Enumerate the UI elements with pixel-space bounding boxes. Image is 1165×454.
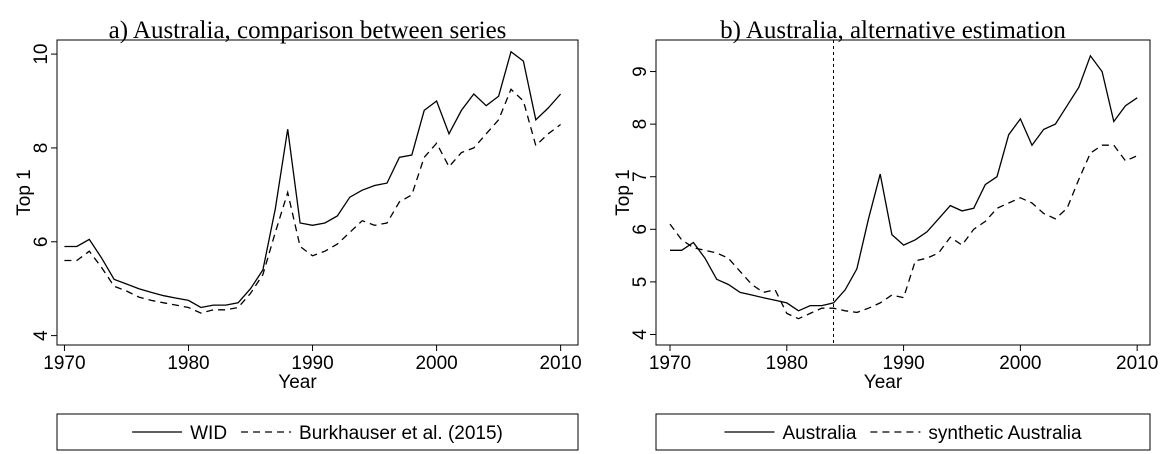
y-axis-label: Top 1	[14, 169, 35, 215]
y-tick-label: 4	[630, 329, 651, 340]
legend-box	[655, 413, 1151, 451]
x-tick-label: 2010	[539, 353, 581, 374]
y-tick-label: 5	[630, 277, 651, 288]
x-tick-label: 1990	[882, 353, 924, 374]
legend-label: Australia	[782, 423, 856, 444]
legend-label: WID	[190, 423, 227, 444]
y-tick-label: 6	[31, 236, 52, 247]
y-tick-label: 10	[31, 44, 52, 65]
plot-frame	[56, 39, 579, 346]
x-tick-label: 2010	[1116, 353, 1158, 374]
y-tick-label: 6	[630, 224, 651, 235]
legend-label: Burkhauser et al. (2015)	[299, 423, 503, 444]
y-tick-label: 4	[31, 330, 52, 341]
legend: WID Burkhauser et al. (2015)	[56, 413, 579, 451]
legend-box	[56, 413, 579, 451]
series-line	[64, 50, 562, 309]
legend-label: synthetic Australia	[928, 423, 1082, 444]
y-tick-label: 8	[630, 119, 651, 130]
x-axis-label: Year	[278, 372, 317, 393]
series-line	[670, 54, 1138, 312]
x-tick-label: 1990	[291, 353, 333, 374]
y-axis-label: Top 1	[613, 169, 634, 215]
series-line	[64, 88, 561, 314]
x-tick-label: 2000	[999, 353, 1041, 374]
series-line	[669, 144, 1138, 320]
x-tick-label: 1970	[43, 353, 85, 374]
y-tick-label: 7	[630, 171, 651, 182]
x-tick-label: 1970	[649, 353, 691, 374]
y-tick-label: 8	[31, 143, 52, 154]
x-axis-label: Year	[864, 372, 903, 393]
x-tick-label: 1980	[167, 353, 209, 374]
y-tick-label: 9	[630, 66, 651, 77]
plot-frame	[655, 39, 1151, 346]
legend: Australia synthetic Australia	[655, 413, 1151, 451]
x-tick-label: 1980	[766, 353, 808, 374]
x-tick-label: 2000	[415, 353, 457, 374]
